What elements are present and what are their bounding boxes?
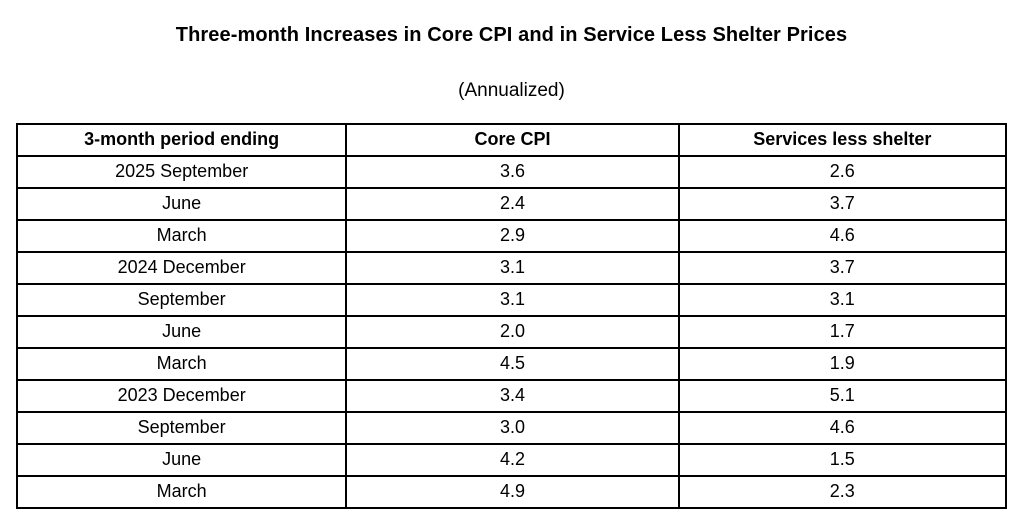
period-cell: March: [15, 219, 348, 253]
services-less-shelter-cell: 3.7: [677, 187, 1008, 221]
table-body: 2025 September 3.6 2.6 June 2.4 3.7 Marc…: [15, 155, 1008, 509]
core-cpi-cell: 3.0: [345, 411, 680, 445]
core-cpi-cell: 4.9: [345, 475, 680, 509]
services-less-shelter-cell: 5.1: [677, 379, 1008, 413]
table-row: June 4.2 1.5: [15, 443, 1008, 477]
table-row: September 3.0 4.6: [15, 411, 1008, 445]
core-cpi-cell: 2.0: [345, 315, 680, 349]
core-cpi-cell: 4.2: [345, 443, 680, 477]
services-less-shelter-cell: 2.6: [677, 155, 1008, 189]
column-header-services-less-shelter: Services less shelter: [677, 123, 1008, 157]
table-row: 2025 September 3.6 2.6: [15, 155, 1008, 189]
period-cell: June: [15, 443, 348, 477]
services-less-shelter-cell: 2.3: [677, 475, 1008, 509]
period-cell: 2025 September: [15, 155, 348, 189]
table-row: 2024 December 3.1 3.7: [15, 251, 1008, 285]
services-less-shelter-cell: 1.7: [677, 315, 1008, 349]
core-cpi-cell: 2.4: [345, 187, 680, 221]
period-cell: March: [15, 475, 348, 509]
table-row: June 2.0 1.7: [15, 315, 1008, 349]
core-cpi-cell: 2.9: [345, 219, 680, 253]
period-cell: 2023 December: [15, 379, 348, 413]
table-row: 2023 December 3.4 5.1: [15, 379, 1008, 413]
table-row: September 3.1 3.1: [15, 283, 1008, 317]
chart-title: Three-month Increases in Core CPI and in…: [175, 24, 848, 46]
period-cell: 2024 December: [15, 251, 348, 285]
period-cell: March: [15, 347, 348, 381]
core-cpi-cell: 3.6: [345, 155, 680, 189]
table-row: March 4.5 1.9: [15, 347, 1008, 381]
table-row: June 2.4 3.7: [15, 187, 1008, 221]
period-cell: September: [15, 411, 348, 445]
services-less-shelter-cell: 4.6: [677, 411, 1008, 445]
services-less-shelter-cell: 4.6: [677, 219, 1008, 253]
services-less-shelter-cell: 1.9: [677, 347, 1008, 381]
cpi-table: 3-month period ending Core CPI Services …: [15, 123, 1008, 509]
chart-subtitle: (Annualized): [458, 80, 565, 101]
core-cpi-cell: 3.4: [345, 379, 680, 413]
core-cpi-cell: 3.1: [345, 283, 680, 317]
header-row: 3-month period ending Core CPI Services …: [15, 123, 1008, 157]
period-cell: June: [15, 187, 348, 221]
table-header: 3-month period ending Core CPI Services …: [15, 123, 1008, 157]
core-cpi-cell: 4.5: [345, 347, 680, 381]
core-cpi-cell: 3.1: [345, 251, 680, 285]
column-header-core-cpi: Core CPI: [345, 123, 680, 157]
services-less-shelter-cell: 1.5: [677, 443, 1008, 477]
services-less-shelter-cell: 3.7: [677, 251, 1008, 285]
services-less-shelter-cell: 3.1: [677, 283, 1008, 317]
period-cell: June: [15, 315, 348, 349]
column-header-period: 3-month period ending: [15, 123, 348, 157]
period-cell: September: [15, 283, 348, 317]
table-row: March 2.9 4.6: [15, 219, 1008, 253]
table-row: March 4.9 2.3: [15, 475, 1008, 509]
